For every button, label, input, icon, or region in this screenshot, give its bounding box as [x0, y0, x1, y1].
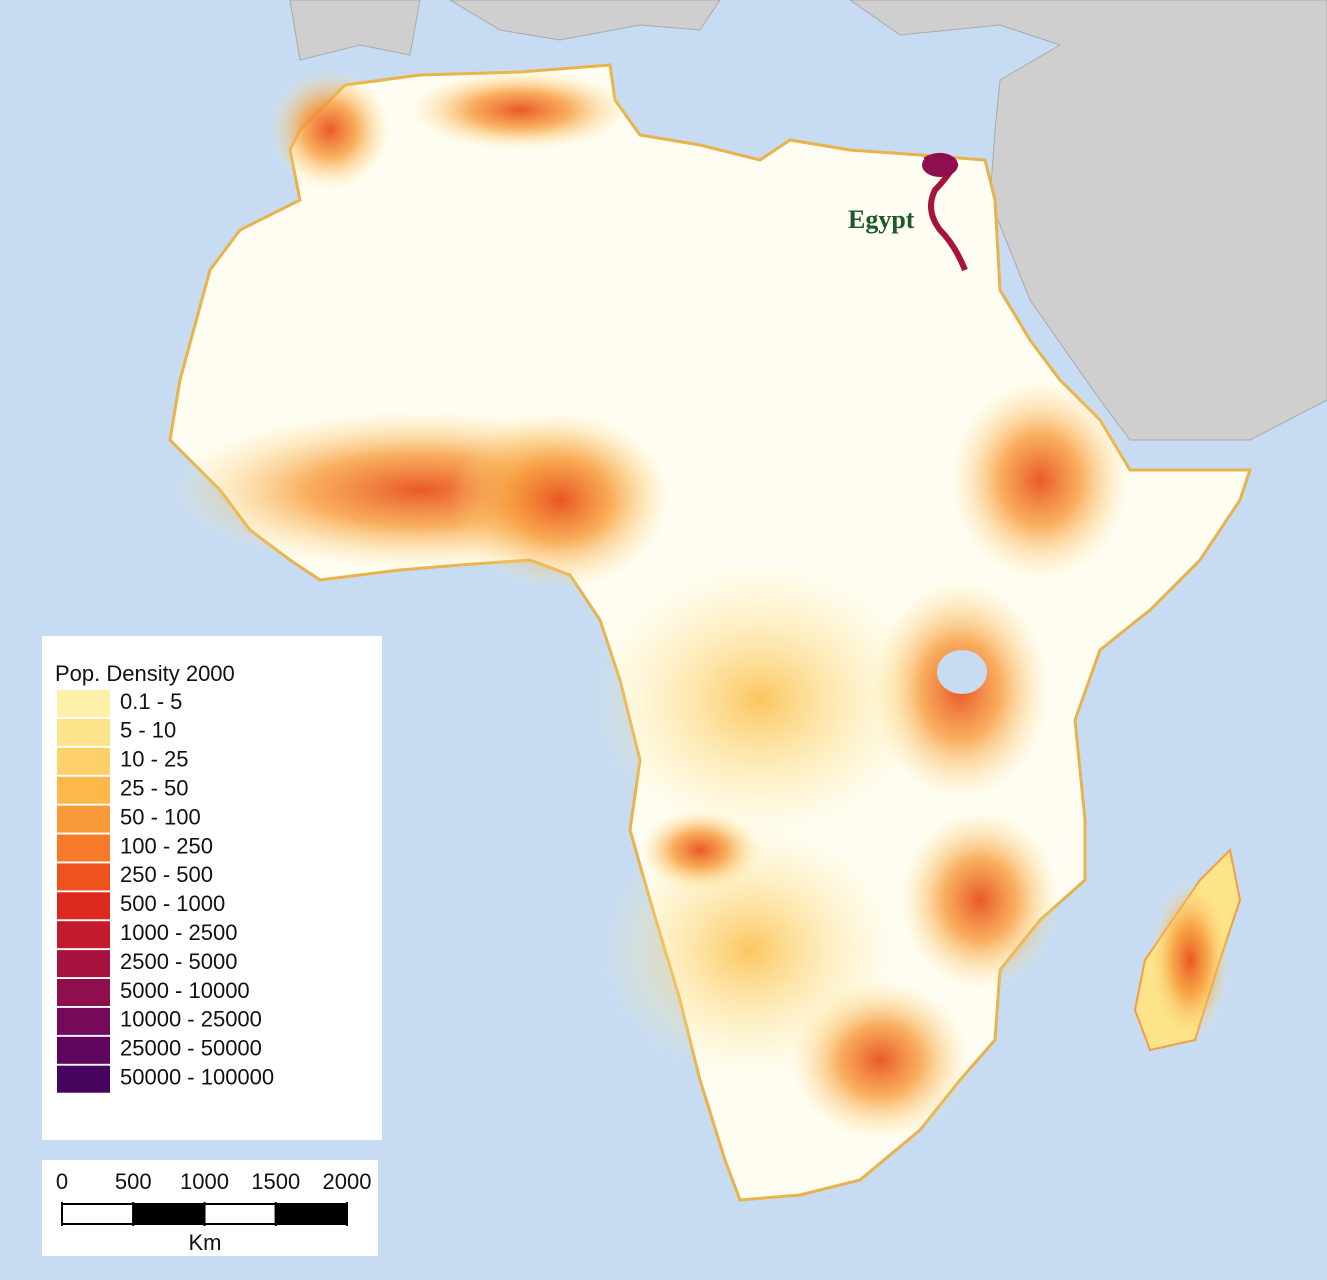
scale-unit: Km	[189, 1230, 222, 1255]
legend-label: 100 - 250	[120, 833, 213, 858]
legend-label: 2500 - 5000	[120, 949, 237, 974]
scale-segment	[203, 1203, 277, 1225]
legend-swatch	[57, 921, 110, 949]
legend-swatch	[57, 979, 110, 1006]
legend-label: 1000 - 2500	[120, 920, 237, 945]
europe-land	[289, 0, 421, 61]
scale-bar: Km 0 500 1000 1500 2000	[42, 1160, 378, 1256]
legend-label: 50 - 100	[120, 804, 201, 829]
legend-swatch	[57, 718, 110, 746]
legend-label: 50000 - 100000	[120, 1065, 274, 1090]
legend-swatch	[57, 1065, 110, 1093]
scale-tick-label: 1000	[180, 1169, 229, 1194]
scale-segment	[61, 1203, 135, 1225]
scale-tick-label: 1500	[251, 1169, 300, 1194]
legend-swatch	[57, 747, 110, 775]
legend: Pop. Density 2000 0.1 - 5 5 - 10 10 - 25 25…	[42, 636, 382, 1140]
scale-tick-label: 0	[56, 1169, 68, 1194]
scale-segment	[274, 1203, 348, 1225]
legend-label: 500 - 1000	[120, 891, 225, 916]
scale-tick-label: 2000	[323, 1169, 372, 1194]
legend-label: 10000 - 25000	[120, 1007, 262, 1032]
legend-label: 10 - 25	[120, 747, 189, 772]
place-label: Egypt	[848, 205, 915, 234]
legend-label: 250 - 500	[120, 862, 213, 887]
asia-land	[849, 0, 1327, 441]
legend-swatch	[57, 892, 110, 920]
legend-title: Pop. Density 2000	[55, 661, 235, 686]
legend-swatch	[57, 950, 110, 978]
legend-swatch	[57, 805, 110, 833]
legend-label: 5000 - 10000	[120, 978, 250, 1003]
lake-victoria	[937, 650, 987, 694]
legend-swatch	[57, 776, 110, 804]
legend-label: 25 - 50	[120, 776, 189, 801]
scale-tick-label: 500	[115, 1169, 152, 1194]
legend-label: 25000 - 50000	[120, 1036, 262, 1061]
nile-delta	[922, 153, 958, 177]
legend-swatch	[57, 834, 110, 862]
legend-label: 0.1 - 5	[120, 689, 182, 714]
scale-segment	[132, 1203, 206, 1225]
legend-label: 5 - 10	[120, 718, 176, 743]
density-areas	[170, 70, 1230, 1140]
legend-swatch	[57, 690, 110, 717]
legend-swatch	[57, 1007, 110, 1035]
legend-swatch	[57, 863, 110, 891]
europe-land	[449, 0, 721, 41]
legend-swatch	[57, 1036, 110, 1064]
